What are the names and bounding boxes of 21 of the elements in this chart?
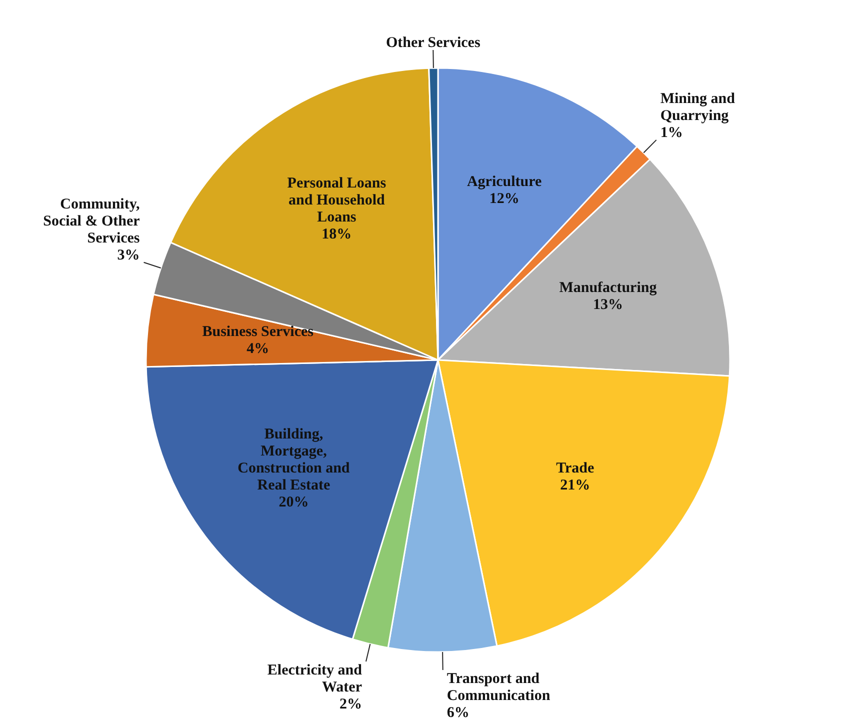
slice-label: Electricity and Water [267, 662, 363, 696]
slice-label: Community, Social & Other Services [43, 196, 140, 247]
slice-label: Agriculture [466, 174, 542, 190]
data-label: 13% [592, 298, 623, 314]
data-label: 4% [246, 342, 270, 358]
slice-label: Manufacturing [559, 280, 658, 297]
data-label: 2% [339, 696, 362, 713]
slice-label: Personal Loans and Household Loans [287, 176, 386, 226]
slice-label: Building, Mortgage, Construction and Real Estate [238, 426, 350, 494]
data-label: 6% [446, 705, 470, 720]
data-label: 20% [278, 494, 309, 511]
data-label: 12% [489, 191, 520, 208]
slice-label: Trade [556, 461, 595, 478]
data-label: 18% [322, 226, 352, 243]
data-label: 21% [560, 478, 590, 494]
data-label: 1% [660, 125, 683, 142]
slice-label: Business Services [202, 324, 314, 341]
slice-label: Other Services [386, 35, 480, 52]
data-label: 3% [117, 248, 140, 264]
slice-label: Mining and Quarrying [660, 91, 736, 124]
slice-label: Transport and Communication [446, 671, 551, 704]
